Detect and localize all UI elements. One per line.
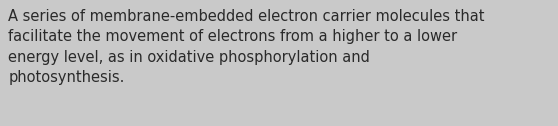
Text: A series of membrane-embedded electron carrier molecules that
facilitate the mov: A series of membrane-embedded electron c… [8, 9, 485, 85]
